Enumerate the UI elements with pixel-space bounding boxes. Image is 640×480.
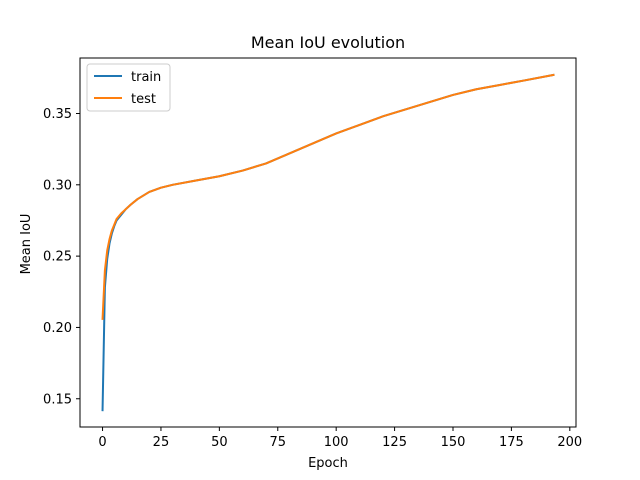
x-tick-label: 50 — [211, 435, 228, 450]
y-tick-label: 0.30 — [43, 178, 72, 193]
y-tick-label: 0.15 — [43, 392, 72, 407]
legend: train test — [86, 63, 171, 112]
x-tick-label: 200 — [557, 435, 582, 450]
plot-area — [80, 58, 576, 427]
x-tick-label: 25 — [153, 435, 170, 450]
ticks-layer: 0 25 50 75 100 125 150 175 200 0.15 0.20 0.25 0.30 0.… — [43, 107, 582, 450]
chart-title: Mean IoU evolution — [251, 33, 405, 52]
x-axis-label: Epoch — [308, 456, 348, 471]
axes-border — [79, 57, 577, 428]
x-tick-label: 75 — [269, 435, 286, 450]
plot-background — [80, 58, 576, 427]
legend-label-train: train — [131, 70, 161, 85]
axes-frame — [79, 57, 577, 428]
y-tick-label: 0.20 — [43, 321, 72, 336]
x-tick-label: 125 — [382, 435, 407, 450]
series-layer — [101, 73, 555, 412]
x-tick-label: 0 — [98, 435, 106, 450]
x-tick-label: 175 — [499, 435, 524, 450]
y-tick-label: 0.35 — [43, 107, 72, 122]
x-tick-label: 150 — [441, 435, 466, 450]
legend-label-test: test — [131, 92, 156, 107]
y-axis-label: Mean IoU — [19, 214, 34, 275]
x-tick-label: 100 — [324, 435, 349, 450]
series-line-test — [101, 73, 555, 320]
y-tick-label: 0.25 — [43, 250, 72, 265]
